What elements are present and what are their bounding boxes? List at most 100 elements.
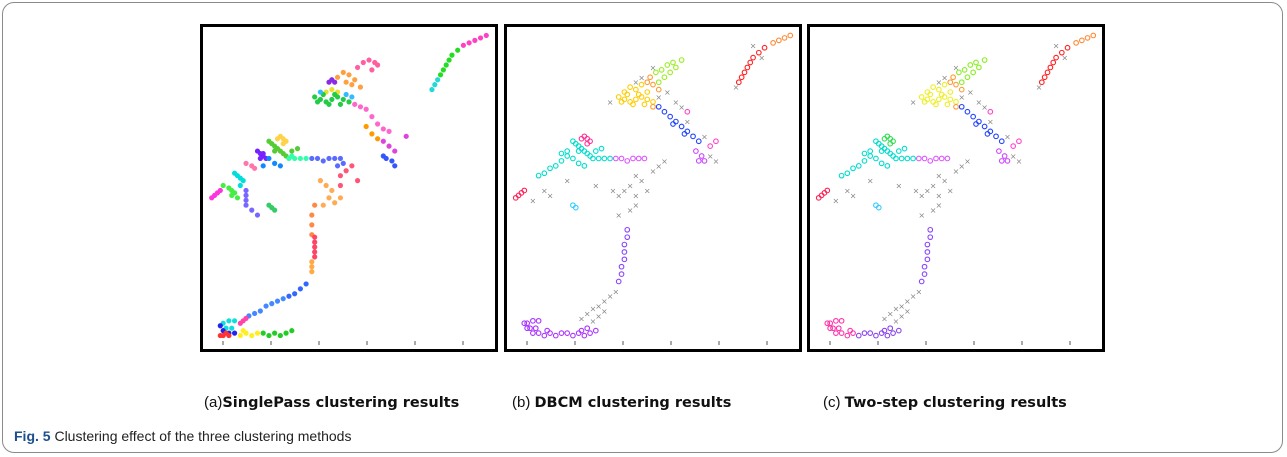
noise-point: × [910, 292, 917, 301]
cluster-point [226, 318, 232, 324]
noise-point: × [958, 162, 965, 171]
cluster-point [527, 325, 533, 332]
cluster-point [229, 192, 235, 198]
cluster-point [927, 234, 934, 241]
noise-point: × [707, 152, 714, 161]
cluster-point [595, 155, 602, 162]
cluster-point [873, 155, 879, 162]
cluster-point [935, 96, 942, 103]
cluster-point [357, 104, 364, 110]
cluster-point [266, 155, 272, 162]
caption-a: (a)SinglePass clustering results [204, 394, 459, 411]
cluster-point [354, 64, 361, 71]
noise-point: × [610, 186, 617, 195]
cluster-point [881, 327, 888, 334]
cluster-point [587, 330, 593, 336]
noise-point: × [601, 307, 608, 316]
cluster-point [329, 86, 335, 93]
cluster-point [349, 163, 355, 169]
cluster-point [898, 155, 905, 162]
cluster-point [707, 143, 714, 150]
noise-point: × [601, 297, 608, 306]
cluster-point [655, 103, 662, 110]
noise-point: × [941, 177, 948, 186]
noise-point: × [530, 196, 537, 205]
cluster-point [744, 64, 751, 71]
cluster-point [303, 155, 309, 162]
noise-point: × [590, 317, 597, 326]
cluster-point [309, 259, 315, 265]
cluster-point [884, 332, 891, 339]
cluster-point [443, 62, 449, 68]
cluster-point [1044, 69, 1051, 76]
cluster-point [340, 69, 346, 75]
cluster-point [924, 89, 931, 95]
noise-point: × [632, 78, 639, 87]
cluster-point [329, 187, 335, 194]
cluster-point [867, 153, 874, 159]
noise-point: × [935, 201, 942, 210]
cluster-point [312, 94, 318, 100]
cluster-point [761, 44, 768, 51]
cluster-point [309, 212, 315, 218]
cluster-point [713, 138, 719, 145]
scatter-plot-dbcm: ×××××××××××××××××××× ××××××××××××××××××××… [512, 32, 794, 345]
cluster-point [875, 204, 882, 211]
cluster-point [277, 163, 283, 169]
cluster-point [269, 301, 275, 307]
caption-a-prefix: (a) [204, 394, 223, 411]
cluster-point [618, 99, 625, 105]
noise-point: × [650, 63, 657, 72]
cluster-point [297, 155, 303, 162]
cluster-point [695, 158, 702, 164]
cluster-point [386, 143, 392, 149]
cluster-point [286, 293, 292, 299]
cluster-point [392, 163, 398, 169]
noise-point: × [644, 186, 651, 195]
cluster-point [243, 192, 249, 198]
cluster-point [592, 327, 599, 334]
noise-point: × [895, 182, 902, 191]
cluster-point [312, 254, 318, 260]
cluster-point [624, 234, 631, 241]
cluster-point [895, 327, 902, 334]
cluster-point [323, 182, 329, 189]
cluster-point [337, 101, 344, 107]
cluster-point [644, 89, 651, 95]
cluster-point [521, 187, 528, 194]
cluster-point [272, 207, 278, 213]
cluster-point [240, 178, 246, 184]
cluster-point [541, 170, 548, 177]
cluster-point [630, 101, 636, 108]
cluster-point [670, 59, 676, 66]
cluster-point [375, 136, 381, 142]
cluster-point [624, 158, 631, 164]
noise-point: × [987, 118, 994, 127]
cluster-point [334, 74, 341, 80]
noise-point: × [607, 98, 614, 107]
cluster-point [340, 160, 346, 166]
cluster-point [927, 158, 934, 164]
scatter-panel-dbcm: × × × × × × × × × × × × × × × × × × × × × × × × × × × × × × × × × × × × × × × ×… [504, 24, 802, 352]
cluster-point [1010, 143, 1017, 150]
cluster-point [644, 96, 651, 103]
cluster-point [930, 84, 936, 90]
cluster-point [984, 131, 991, 137]
cluster-point [650, 103, 656, 110]
cluster-point [578, 135, 585, 142]
cluster-point [632, 86, 639, 93]
cluster-point [830, 325, 836, 332]
cluster-point [332, 91, 338, 98]
cluster-point [890, 330, 896, 336]
noise-point: × [953, 63, 960, 72]
cluster-point [237, 182, 243, 189]
noise-point: × [887, 309, 894, 318]
cluster-point [621, 241, 628, 248]
cluster-point [349, 82, 355, 88]
cluster-point [289, 328, 295, 334]
cluster-point [314, 99, 321, 105]
cluster-point [667, 113, 674, 120]
cluster-point [924, 256, 931, 263]
cluster-point [477, 35, 484, 41]
